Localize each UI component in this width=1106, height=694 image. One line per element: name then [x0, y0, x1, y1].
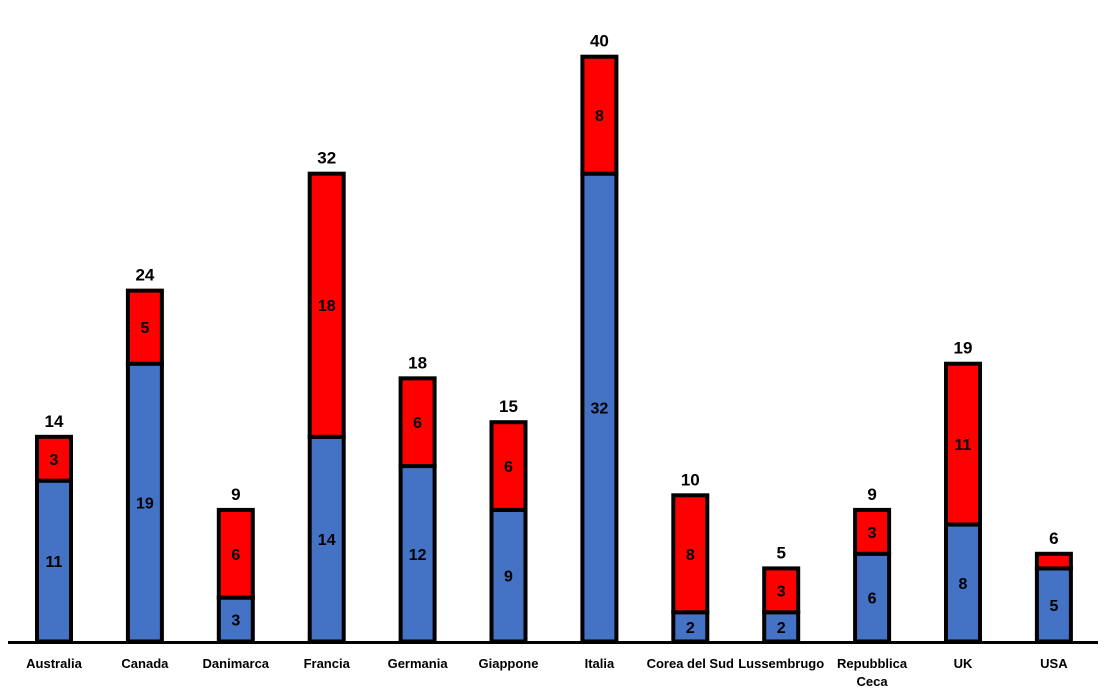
- total-value-label: 14: [45, 412, 64, 431]
- bars-layer: [35, 54, 1073, 644]
- segment-value-label: 11: [955, 437, 972, 454]
- segment-value-label: 2: [777, 620, 786, 637]
- segment-value-label: 2: [686, 620, 695, 637]
- bar-segment: [125, 288, 164, 366]
- total-value-label: 5: [776, 543, 785, 562]
- category-tick-label: Canada: [121, 656, 169, 671]
- segment-value-label: 19: [136, 496, 154, 513]
- category-tick-label: Lussembrugo: [738, 656, 824, 671]
- total-value-label: 9: [867, 485, 876, 504]
- bar-stack: [762, 566, 801, 644]
- total-value-label: 10: [681, 470, 700, 489]
- segment-value-label: 8: [595, 108, 604, 125]
- total-value-label: 6: [1049, 529, 1058, 548]
- bar-stack: [125, 288, 164, 644]
- category-tick-label: USA: [1040, 656, 1068, 671]
- segment-value-label: 5: [140, 320, 149, 337]
- bar-segment: [216, 507, 255, 600]
- segment-value-label: 6: [413, 415, 422, 432]
- segment-value-label: 6: [231, 547, 240, 564]
- total-value-label: 32: [317, 149, 336, 168]
- segment-value-label: 12: [409, 547, 427, 564]
- category-tick-label: Repubblica Ceca: [837, 656, 908, 689]
- segment-value-label: 14: [318, 532, 336, 549]
- segment-value-label: 3: [231, 613, 240, 630]
- bar-segment: [944, 361, 982, 527]
- bar-stack: [216, 507, 255, 644]
- segment-value-label: 6: [504, 459, 513, 476]
- bar-stack: [35, 434, 73, 644]
- labels-layer: 11 3 14 Australia 19 5 24 Canada 3 6 9 Danimarca 14 1…: [26, 32, 1068, 689]
- category-tick-label: Corea del Sud: [647, 656, 734, 671]
- category-tick-label: Australia: [26, 656, 82, 671]
- bar-stack: [1034, 551, 1073, 644]
- segment-value-label: 11: [46, 554, 63, 571]
- bar-segment: [398, 376, 437, 469]
- total-value-label: 24: [135, 266, 154, 285]
- bar-segment: [671, 493, 710, 615]
- segment-value-label: 32: [591, 401, 609, 418]
- bar-segment: [762, 566, 801, 615]
- category-tick-label: Giappone: [479, 656, 539, 671]
- bar-segment: [1034, 551, 1073, 571]
- total-value-label: 18: [408, 353, 427, 372]
- total-value-label: 9: [231, 485, 240, 504]
- category-tick-label: Germania: [388, 656, 449, 671]
- bar-stack: [580, 54, 619, 644]
- segment-value-label: 5: [1049, 598, 1058, 615]
- segment-value-label: 9: [504, 569, 513, 586]
- segment-value-label: 3: [777, 583, 786, 600]
- bar-stack: [944, 361, 982, 644]
- bar-stack: [307, 171, 346, 644]
- bar-segment: [853, 507, 892, 556]
- category-tick-label: Italia: [585, 656, 615, 671]
- total-value-label: 40: [590, 32, 609, 51]
- bar-stack: [489, 420, 528, 644]
- total-value-label: 19: [954, 339, 973, 358]
- bar-segment: [580, 54, 619, 176]
- bar-segment: [307, 171, 346, 439]
- bar-segment: [35, 434, 73, 483]
- segment-value-label: 18: [318, 298, 336, 315]
- bar-stack: [853, 507, 892, 644]
- total-value-label: 15: [499, 397, 518, 416]
- segment-value-label: 3: [50, 452, 59, 469]
- segment-value-label: 3: [868, 525, 877, 542]
- segment-value-label: 8: [959, 576, 968, 593]
- segment-value-label: 6: [868, 591, 877, 608]
- category-tick-label: Francia: [304, 656, 351, 671]
- category-tick-label: UK: [954, 656, 973, 671]
- category-tick-label: Danimarca: [203, 656, 270, 671]
- segment-value-label: 8: [686, 547, 695, 564]
- bar-segment: [489, 420, 528, 512]
